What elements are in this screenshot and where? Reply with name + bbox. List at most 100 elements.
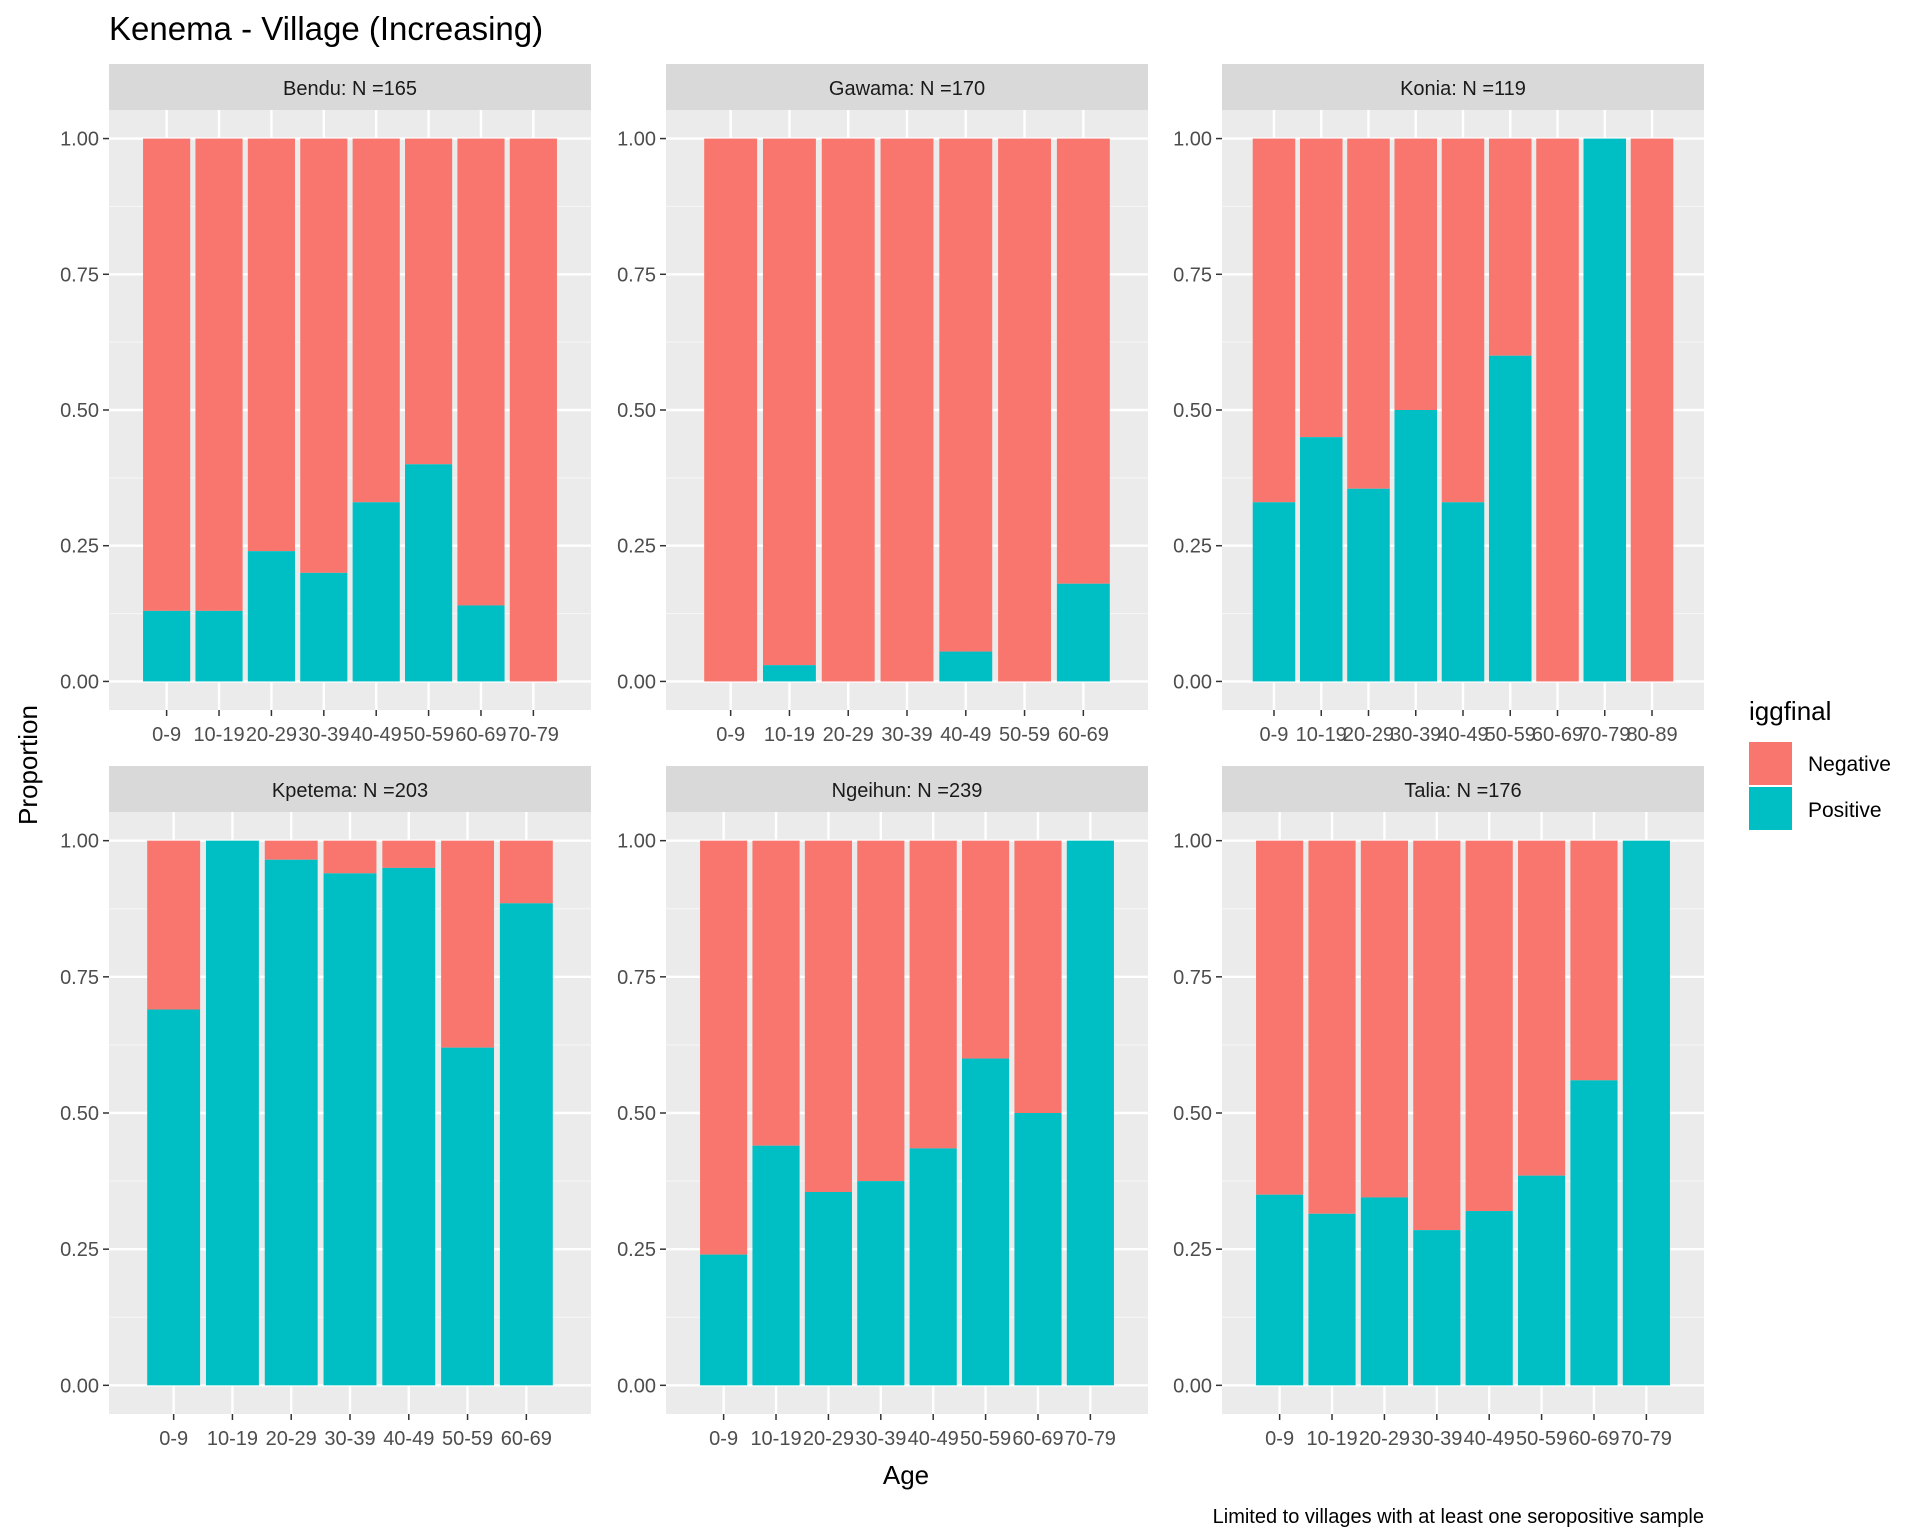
y-tick-label: 1.00	[617, 129, 656, 151]
y-tick-label: 0.75	[617, 264, 656, 286]
bar-positive	[1570, 1080, 1618, 1386]
y-tick-label: 0.00	[60, 671, 99, 693]
facet-strip	[1222, 766, 1704, 812]
x-tick-label: 10-19	[1296, 724, 1347, 746]
x-tick-label: 60-69	[1058, 724, 1109, 746]
x-tick-label: 40-49	[383, 1428, 434, 1450]
bar-positive	[1465, 1211, 1513, 1386]
facet-panel: Konia: N =119 0.00 0.25 0.50 0.75 1.00 0-9 10-1…	[1173, 64, 1704, 746]
y-tick-label: 0.50	[1173, 400, 1212, 422]
bar-positive	[1394, 410, 1438, 682]
bar-negative	[762, 138, 816, 666]
bar-negative	[264, 840, 318, 860]
x-tick-label: 30-39	[1390, 724, 1441, 746]
bar-positive	[1622, 840, 1670, 1386]
x-tick-label: 50-59	[403, 724, 454, 746]
x-axis-label: Age	[883, 1460, 929, 1490]
bar-negative	[962, 840, 1010, 1059]
bar-positive	[1583, 138, 1627, 682]
facet-panel: Gawama: N =170 0.00 0.25 0.50 0.75 1.00 0-9 10-…	[617, 64, 1148, 746]
y-axis-label: Proportion	[13, 705, 43, 825]
facet-strip	[1222, 64, 1704, 110]
x-tick-label: 80-89	[1626, 724, 1677, 746]
bar-positive	[700, 1254, 748, 1386]
bar-negative	[1252, 138, 1296, 503]
y-tick-label: 0.25	[1173, 1239, 1212, 1261]
y-tick-label: 0.00	[1173, 671, 1212, 693]
bar-negative	[143, 138, 191, 611]
bar-positive	[1308, 1213, 1356, 1386]
legend-key-negative	[1749, 742, 1792, 785]
bar-positive	[247, 551, 295, 682]
bar-positive	[441, 1047, 495, 1386]
bar-positive	[762, 665, 816, 682]
bar-positive	[205, 840, 259, 1386]
x-tick-label: 70-79	[1065, 1428, 1116, 1450]
x-tick-label: 50-59	[1485, 724, 1536, 746]
bar-negative	[998, 138, 1052, 682]
x-tick-label: 30-39	[324, 1428, 375, 1450]
x-tick-label: 30-39	[1411, 1428, 1462, 1450]
bar-negative	[457, 138, 505, 606]
x-tick-label: 0-9	[159, 1428, 188, 1450]
bar-positive	[939, 651, 993, 682]
bar-negative	[352, 138, 400, 503]
bar-negative	[405, 138, 453, 465]
y-tick-label: 1.00	[1173, 129, 1212, 151]
x-tick-label: 60-69	[455, 724, 506, 746]
bar-negative	[1256, 840, 1304, 1195]
facet-panel: Bendu: N =165 0.00 0.25 0.50 0.75 1.00 0-9 10-1…	[60, 64, 591, 746]
y-tick-label: 0.25	[60, 536, 99, 558]
legend-key-positive	[1749, 787, 1792, 830]
bar-negative	[1441, 138, 1485, 503]
legend: iggfinal Negative Positive	[1749, 696, 1891, 830]
x-tick-label: 60-69	[1012, 1428, 1063, 1450]
bar-positive	[323, 873, 377, 1386]
y-tick-label: 0.75	[60, 264, 99, 286]
y-tick-label: 0.50	[60, 400, 99, 422]
x-tick-label: 10-19	[750, 1428, 801, 1450]
bar-negative	[1413, 840, 1461, 1231]
x-tick-label: 30-39	[298, 724, 349, 746]
x-tick-label: 60-69	[1532, 724, 1583, 746]
bar-positive	[457, 605, 505, 682]
facet-strip-label: Bendu: N =165	[283, 78, 417, 100]
bar-positive	[382, 867, 436, 1386]
x-tick-label: 0-9	[1260, 724, 1289, 746]
facet-strip	[109, 766, 591, 812]
y-tick-label: 0.00	[60, 1375, 99, 1397]
chart-caption: Limited to villages with at least one se…	[1213, 1506, 1704, 1528]
bar-negative	[1536, 138, 1579, 682]
bar-negative	[1299, 138, 1343, 438]
x-tick-label: 40-49	[940, 724, 991, 746]
bar-negative	[509, 138, 557, 682]
y-tick-label: 1.00	[60, 831, 99, 853]
bar-negative	[857, 840, 905, 1182]
x-tick-label: 50-59	[999, 724, 1050, 746]
bar-negative	[880, 138, 934, 682]
x-tick-label: 0-9	[716, 724, 745, 746]
bar-negative	[1360, 840, 1408, 1198]
y-tick-label: 1.00	[60, 129, 99, 151]
x-tick-label: 50-59	[1516, 1428, 1567, 1450]
bar-negative	[323, 840, 377, 874]
x-tick-label: 20-29	[246, 724, 297, 746]
bar-negative	[1347, 138, 1390, 489]
y-tick-label: 0.50	[617, 400, 656, 422]
bar-positive	[264, 859, 318, 1386]
x-tick-label: 10-19	[207, 1428, 258, 1450]
bar-negative	[1394, 138, 1438, 411]
bar-negative	[499, 840, 553, 904]
bar-positive	[143, 610, 191, 682]
facet-strip-label: Gawama: N =170	[829, 78, 985, 100]
facet-strip	[666, 64, 1148, 110]
bar-positive	[1488, 355, 1532, 682]
bar-positive	[1252, 502, 1296, 682]
bar-positive	[752, 1145, 800, 1386]
y-tick-label: 0.25	[60, 1239, 99, 1261]
bar-positive	[352, 502, 400, 682]
bar-negative	[1518, 840, 1566, 1176]
x-tick-label: 30-39	[855, 1428, 906, 1450]
bar-negative	[700, 840, 748, 1255]
x-tick-label: 70-79	[1621, 1428, 1672, 1450]
